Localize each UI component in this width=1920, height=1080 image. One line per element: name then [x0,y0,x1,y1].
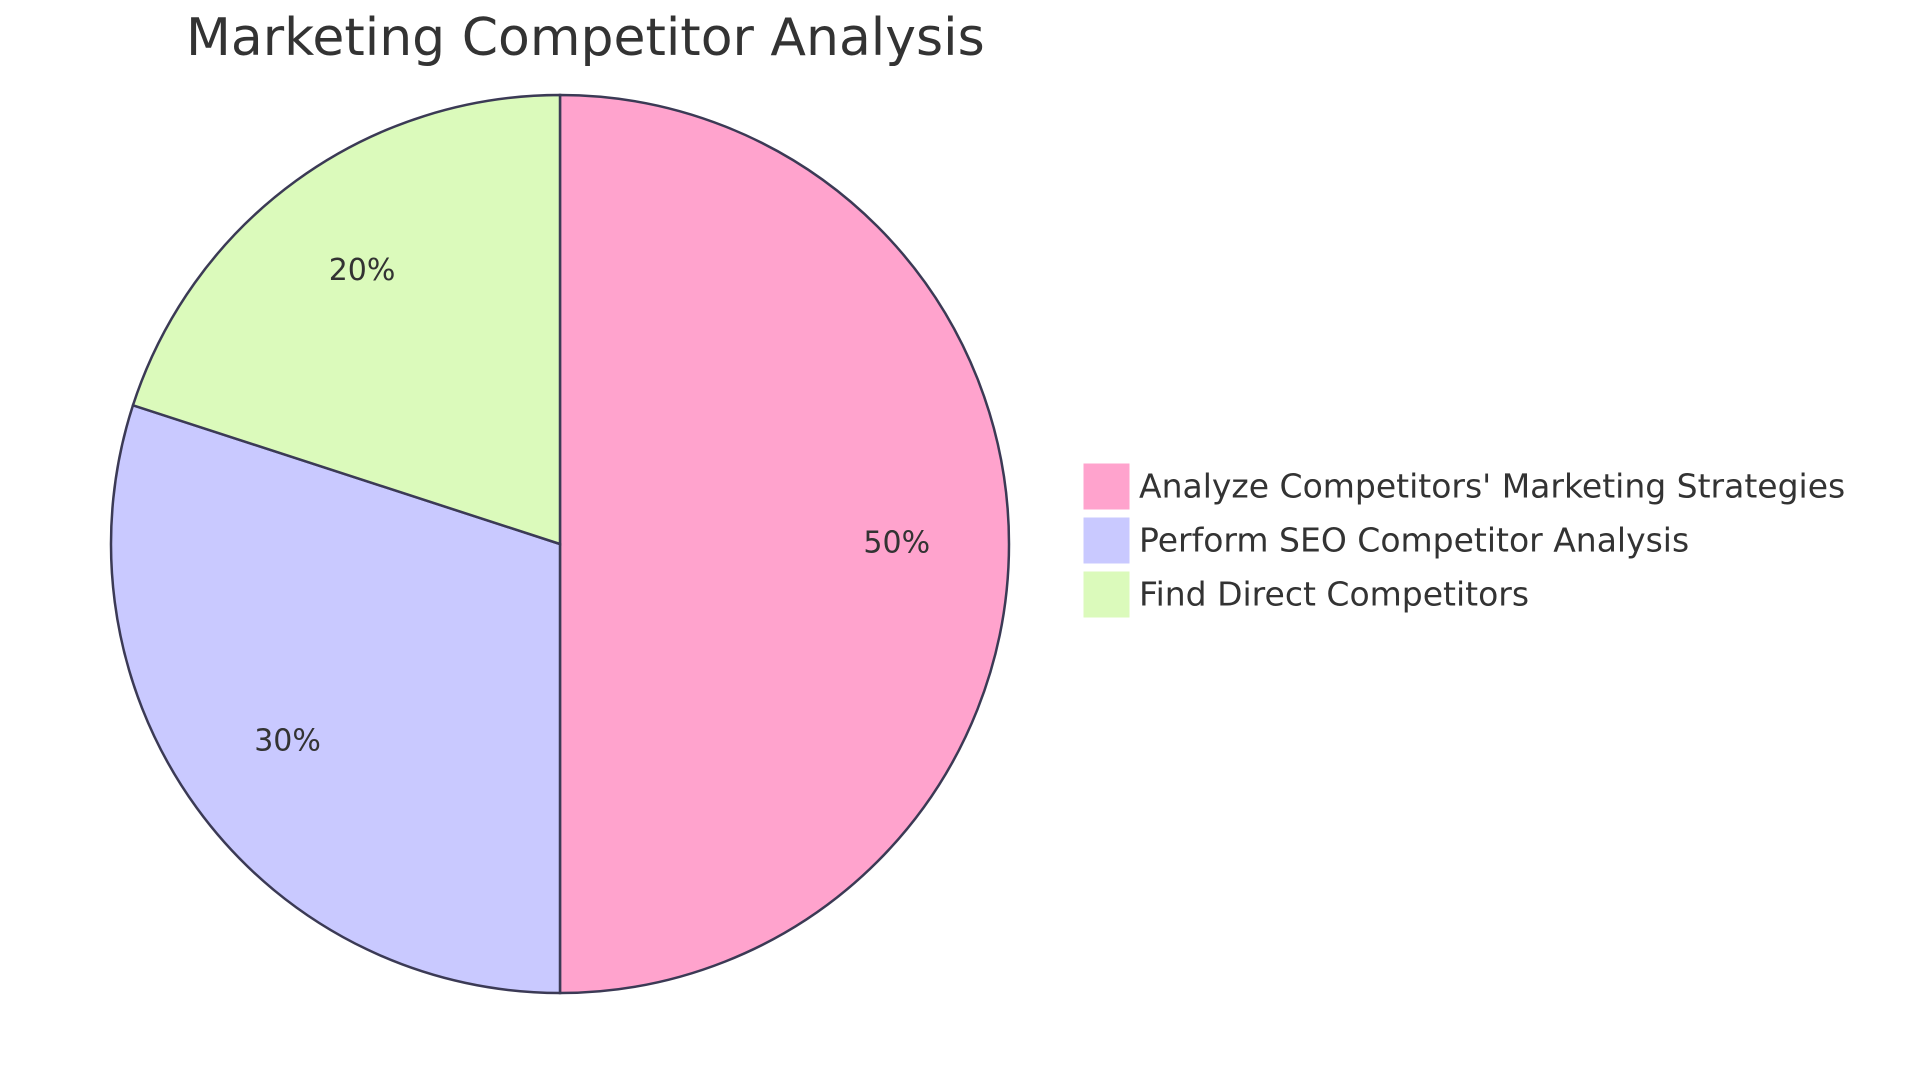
legend-label: Find Direct Competitors [1139,575,1529,614]
legend-label: Analyze Competitors' Marketing Strategie… [1139,467,1845,506]
chart-title: Marketing Competitor Analysis [186,8,985,68]
data-label: 20% [329,253,396,288]
pie-slice [558,93,1011,995]
data-label: 50% [863,526,930,561]
legend-label: Perform SEO Competitor Analysis [1139,521,1689,560]
data-label: 30% [254,723,321,758]
legend-swatch [1083,463,1130,510]
pie-slice [131,93,562,546]
pie-slice [109,403,562,995]
legend-swatch [1083,517,1130,564]
legend-swatch [1083,571,1130,618]
